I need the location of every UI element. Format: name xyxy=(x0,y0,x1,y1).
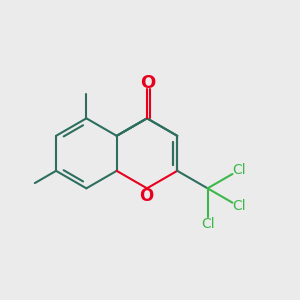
Text: Cl: Cl xyxy=(201,218,214,231)
Text: Cl: Cl xyxy=(232,200,246,213)
Text: O: O xyxy=(140,74,156,92)
Text: O: O xyxy=(140,187,154,205)
Text: Cl: Cl xyxy=(232,163,246,177)
